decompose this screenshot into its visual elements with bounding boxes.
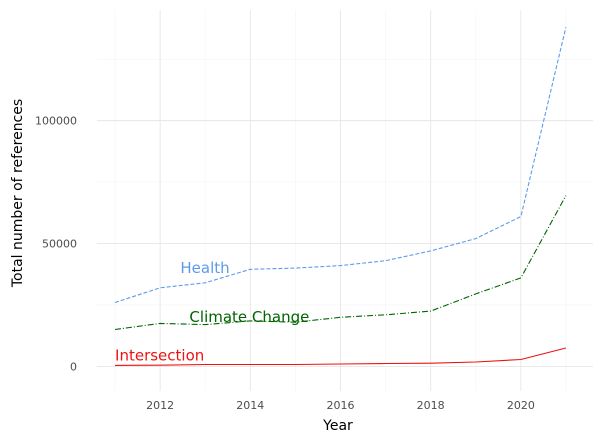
y-tick-label: 100000 xyxy=(35,115,77,128)
x-tick-label: 2018 xyxy=(417,399,445,412)
x-tick-label: 2020 xyxy=(507,399,535,412)
series-labels: Health Climate Change Intersection xyxy=(115,259,309,364)
series-label-intersection: Intersection xyxy=(115,346,204,364)
series-lines xyxy=(114,27,567,366)
x-tick-label: 2014 xyxy=(236,399,264,412)
y-tick-label: 50000 xyxy=(42,238,77,251)
y-axis-ticks: 0 50000 100000 xyxy=(35,115,77,374)
x-tick-label: 2012 xyxy=(146,399,174,412)
x-axis-title: Year xyxy=(322,418,353,434)
minor-gridlines xyxy=(97,10,593,391)
y-axis-title: Total number of references xyxy=(10,99,26,288)
series-line-health xyxy=(114,27,567,304)
series-label-climate-change: Climate Change xyxy=(189,308,309,326)
series-line-intersection xyxy=(114,347,567,366)
series-label-health: Health xyxy=(180,259,229,277)
x-axis-ticks: 2012 2014 2016 2018 2020 xyxy=(146,399,535,412)
major-gridlines xyxy=(97,10,593,391)
y-tick-label: 0 xyxy=(70,360,77,373)
x-tick-label: 2016 xyxy=(326,399,354,412)
